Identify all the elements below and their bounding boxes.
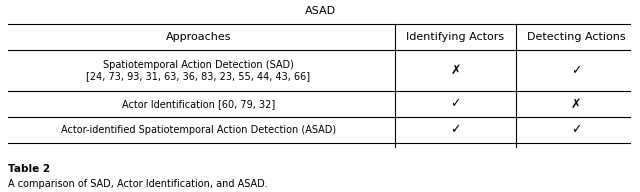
Text: Approaches: Approaches <box>166 32 231 42</box>
Text: Actor Identification [60, 79, 32]: Actor Identification [60, 79, 32] <box>122 99 275 109</box>
Text: Identifying Actors: Identifying Actors <box>406 32 504 42</box>
Text: A comparison of SAD, Actor Identification, and ASAD.: A comparison of SAD, Actor Identificatio… <box>8 179 268 189</box>
Text: ✓: ✓ <box>571 124 581 137</box>
Text: Table 2: Table 2 <box>8 164 50 174</box>
Text: ✓: ✓ <box>571 64 581 77</box>
Text: ✓: ✓ <box>450 98 461 111</box>
Text: Spatiotemporal Action Detection (SAD)
[24, 73, 93, 31, 63, 36, 83, 23, 55, 44, 4: Spatiotemporal Action Detection (SAD) [2… <box>86 60 310 81</box>
Text: ✗: ✗ <box>450 64 461 77</box>
Text: ASAD: ASAD <box>305 6 335 16</box>
Text: ✓: ✓ <box>450 124 461 137</box>
Text: Detecting Actions: Detecting Actions <box>527 32 625 42</box>
Text: Actor-identified Spatiotemporal Action Detection (ASAD): Actor-identified Spatiotemporal Action D… <box>61 125 336 135</box>
Text: ✗: ✗ <box>571 98 581 111</box>
